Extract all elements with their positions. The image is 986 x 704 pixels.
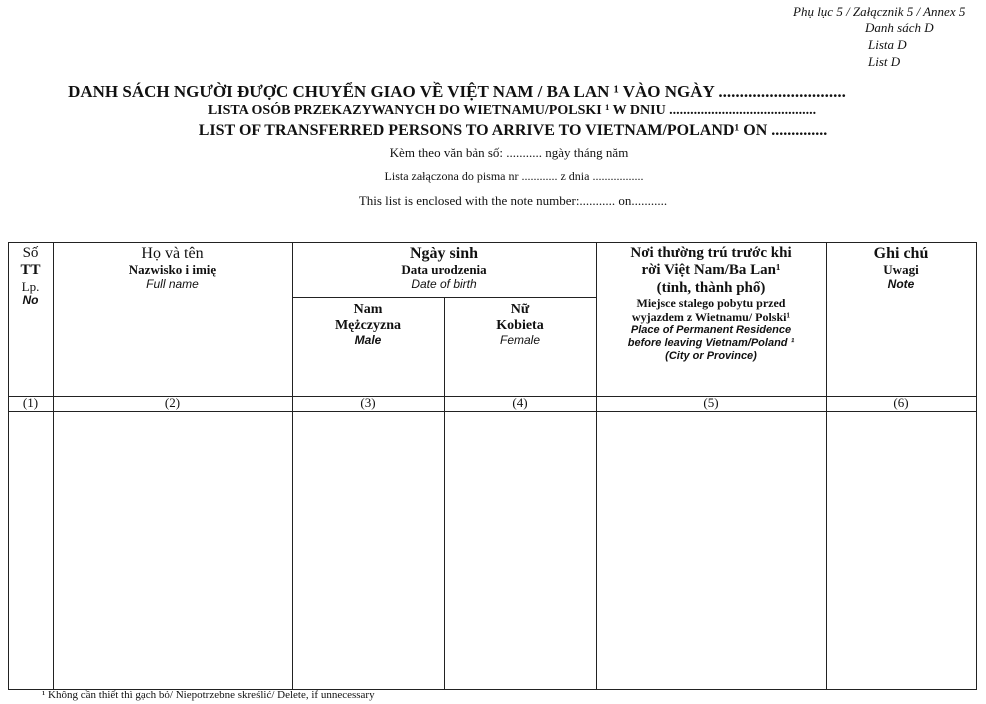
title-vi: DANH SÁCH NGƯỜI ĐƯỢC CHUYỂN GIAO VỀ VIỆT… — [68, 82, 846, 101]
header-residence-pl2: wyjazdem z Wietnamu/ Polski¹ — [631, 309, 791, 324]
col-number-2: (2) — [164, 395, 181, 410]
header-dob-en: Date of birth — [411, 277, 477, 292]
list-label-pl: Lista D — [868, 37, 907, 52]
header-residence-vi2: rời Việt Nam/Ba Lan¹ — [641, 262, 781, 279]
header-note-en: Note — [887, 277, 915, 292]
header-residence: Nơi thường trú trước khi rời Việt Nam/Ba… — [596, 245, 826, 362]
header-note: Ghi chú Uwagi Note — [826, 245, 976, 292]
header-name-vi: Họ và tên — [141, 245, 204, 262]
col-number-1: (1) — [22, 395, 39, 410]
header-residence-en1: Place of Permanent Residence — [630, 324, 792, 337]
header-residence-vi1: Nơi thường trú trước khi — [630, 245, 792, 261]
col-number-3: (3) — [360, 395, 376, 410]
col-number-4: (4) — [512, 395, 528, 410]
header-name: Họ và tên Nazwisko i imię Full name — [53, 245, 292, 292]
header-female-pl: Kobieta — [496, 318, 544, 334]
header-no-vi2: TT — [20, 262, 41, 279]
header-female: Nữ Kobieta Female — [444, 302, 596, 348]
header-residence-vi3: (tỉnh, thành phố) — [656, 279, 766, 296]
header-male-vi: Nam — [353, 302, 383, 317]
header-residence-en3: (City or Province) — [665, 349, 757, 362]
attach-en: This list is enclosed with the note numb… — [358, 193, 668, 208]
header-name-en: Full name — [146, 277, 199, 292]
footnote: ¹ Không cần thiết thì gạch bỏ/ Niepotrze… — [42, 689, 375, 701]
list-label-en: List D — [868, 54, 901, 69]
header-no-pl: Lp. — [21, 278, 40, 294]
title-pl: LISTA OSÓB PRZEKAZYWANYCH DO WIETNAMU/PO… — [207, 103, 817, 118]
col-number-5: (5) — [703, 395, 719, 410]
header-name-pl: Nazwisko i imię — [128, 262, 217, 278]
header-note-vi: Ghi chú — [873, 245, 929, 262]
header-dob: Ngày sinh Data urodzenia Date of birth — [292, 245, 596, 292]
annex-label: Phụ lục 5 / Załącznik 5 / Annex 5 — [793, 4, 966, 19]
header-male: Nam Mężczyzna Male — [292, 302, 444, 348]
col-number-6: (6) — [893, 395, 909, 410]
header-dob-vi: Ngày sinh — [409, 245, 479, 262]
header-female-en: Female — [499, 333, 540, 348]
header-note-pl: Uwagi — [883, 262, 919, 278]
header-no: Số TT Lp. No — [8, 245, 53, 308]
attach-vi: Kèm theo văn bản số: ........... ngày th… — [389, 145, 629, 160]
header-male-en: Male — [354, 333, 382, 348]
title-en: LIST OF TRANSFERRED PERSONS TO ARRIVE TO… — [198, 122, 828, 139]
header-residence-en2: before leaving Vietnam/Poland ¹ — [627, 336, 795, 349]
header-dob-pl: Data urodzenia — [401, 262, 487, 278]
header-male-pl: Mężczyzna — [334, 318, 402, 334]
header-no-en: No — [22, 293, 39, 308]
header-no-vi: Số — [22, 245, 39, 261]
header-residence-pl1: Miejsce stalego pobytu przed — [636, 295, 786, 310]
header-female-vi: Nữ — [510, 302, 530, 317]
list-label-vi: Danh sách D — [865, 20, 934, 35]
attach-pl: Lista załączona do pisma nr ............… — [384, 169, 644, 183]
